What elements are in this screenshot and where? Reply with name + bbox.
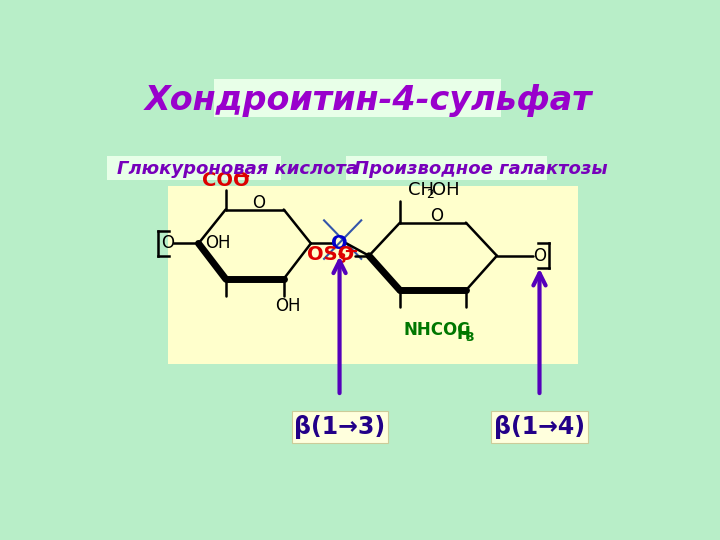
Text: OH: OH [432,181,459,199]
Text: OH: OH [205,234,230,252]
Text: OH: OH [275,297,300,315]
Text: COO: COO [202,171,249,190]
Text: 3: 3 [465,331,474,344]
Text: O: O [161,234,174,252]
Text: O: O [533,247,546,265]
Text: O: O [431,207,444,226]
Text: −: − [235,167,251,185]
FancyBboxPatch shape [168,186,578,363]
FancyBboxPatch shape [107,156,282,180]
Text: O: O [331,234,348,253]
Text: β(1→4): β(1→4) [494,415,585,438]
Text: −: − [343,243,358,261]
Text: Глюкуроновая кислота: Глюкуроновая кислота [117,160,358,178]
Text: Производное галактозы: Производное галактозы [354,160,607,178]
FancyBboxPatch shape [292,410,387,443]
Text: H: H [456,325,470,343]
Text: NHCOC: NHCOC [404,321,470,340]
Text: CH: CH [408,181,433,199]
FancyBboxPatch shape [492,410,588,443]
Text: 3: 3 [336,252,346,266]
Text: Хондроитин-4-сульфат: Хондроитин-4-сульфат [145,84,593,118]
FancyBboxPatch shape [214,79,500,117]
Text: 2: 2 [426,188,434,201]
Text: OSO: OSO [307,245,354,264]
Text: O: O [252,194,265,212]
Text: β(1→3): β(1→3) [294,415,385,438]
FancyBboxPatch shape [346,156,547,180]
